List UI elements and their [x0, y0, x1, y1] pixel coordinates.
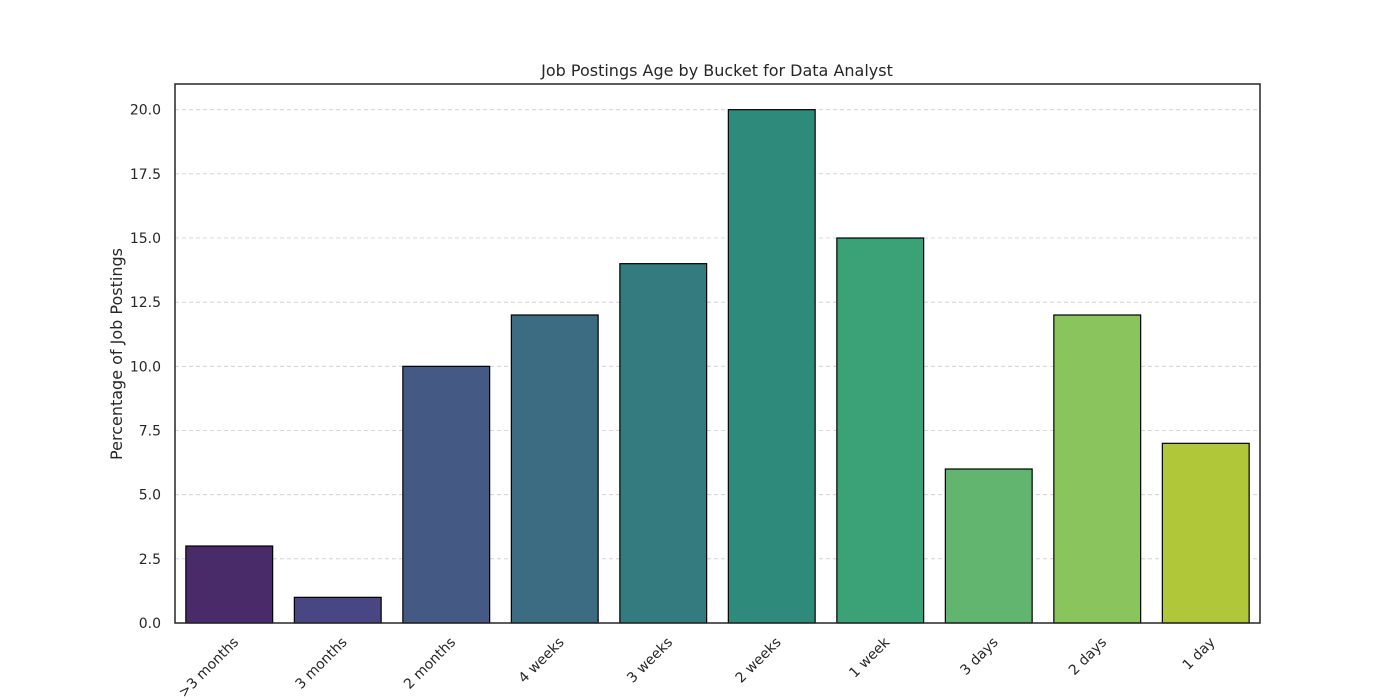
bar	[727, 109, 816, 624]
bar	[944, 468, 1033, 624]
bars	[185, 109, 1250, 624]
x-tick-label: 1 day	[1180, 635, 1219, 674]
y-tick-label: 2.5	[139, 552, 161, 568]
x-tick-label: 4 weeks	[516, 635, 568, 687]
y-tick-label: 10.0	[130, 359, 161, 375]
plot-frame	[174, 83, 1261, 624]
y-tick-label: 5.0	[139, 488, 161, 504]
x-tick-label: 1 week	[846, 634, 893, 681]
bar	[836, 237, 925, 624]
x-tick-label: >3 months	[176, 635, 242, 700]
y-tick-label: 17.5	[130, 167, 161, 183]
bar	[185, 545, 274, 624]
y-tick-label: 0.0	[139, 616, 161, 632]
chart-title: Job Postings Age by Bucket for Data Anal…	[540, 61, 893, 80]
y-axis-ticks: 0.0 2.5 5.0 7.5 10.0 12.5 15.0 17.5 20.0	[130, 103, 161, 632]
x-axis-ticks: >3 months 3 months 2 months 4 weeks 3 weeks 2…	[176, 634, 1219, 700]
y-tick-label: 15.0	[130, 231, 161, 247]
bar	[619, 263, 708, 624]
x-tick-label: 2 days	[1066, 635, 1110, 679]
x-tick-label: 3 months	[293, 635, 351, 693]
y-tick-label: 12.5	[130, 295, 161, 311]
bar	[1053, 314, 1142, 624]
bar	[1161, 442, 1250, 624]
y-tick-label: 7.5	[139, 424, 161, 440]
y-tick-label: 20.0	[130, 103, 161, 119]
x-tick-label: 2 months	[401, 635, 459, 693]
x-tick-label: 2 weeks	[733, 635, 785, 687]
bar	[510, 314, 599, 624]
y-axis-label: Percentage of Job Postings	[107, 248, 126, 460]
bar	[402, 365, 491, 624]
bar	[293, 596, 382, 624]
x-tick-label: 3 weeks	[624, 635, 676, 687]
x-tick-label: 3 days	[957, 635, 1001, 679]
